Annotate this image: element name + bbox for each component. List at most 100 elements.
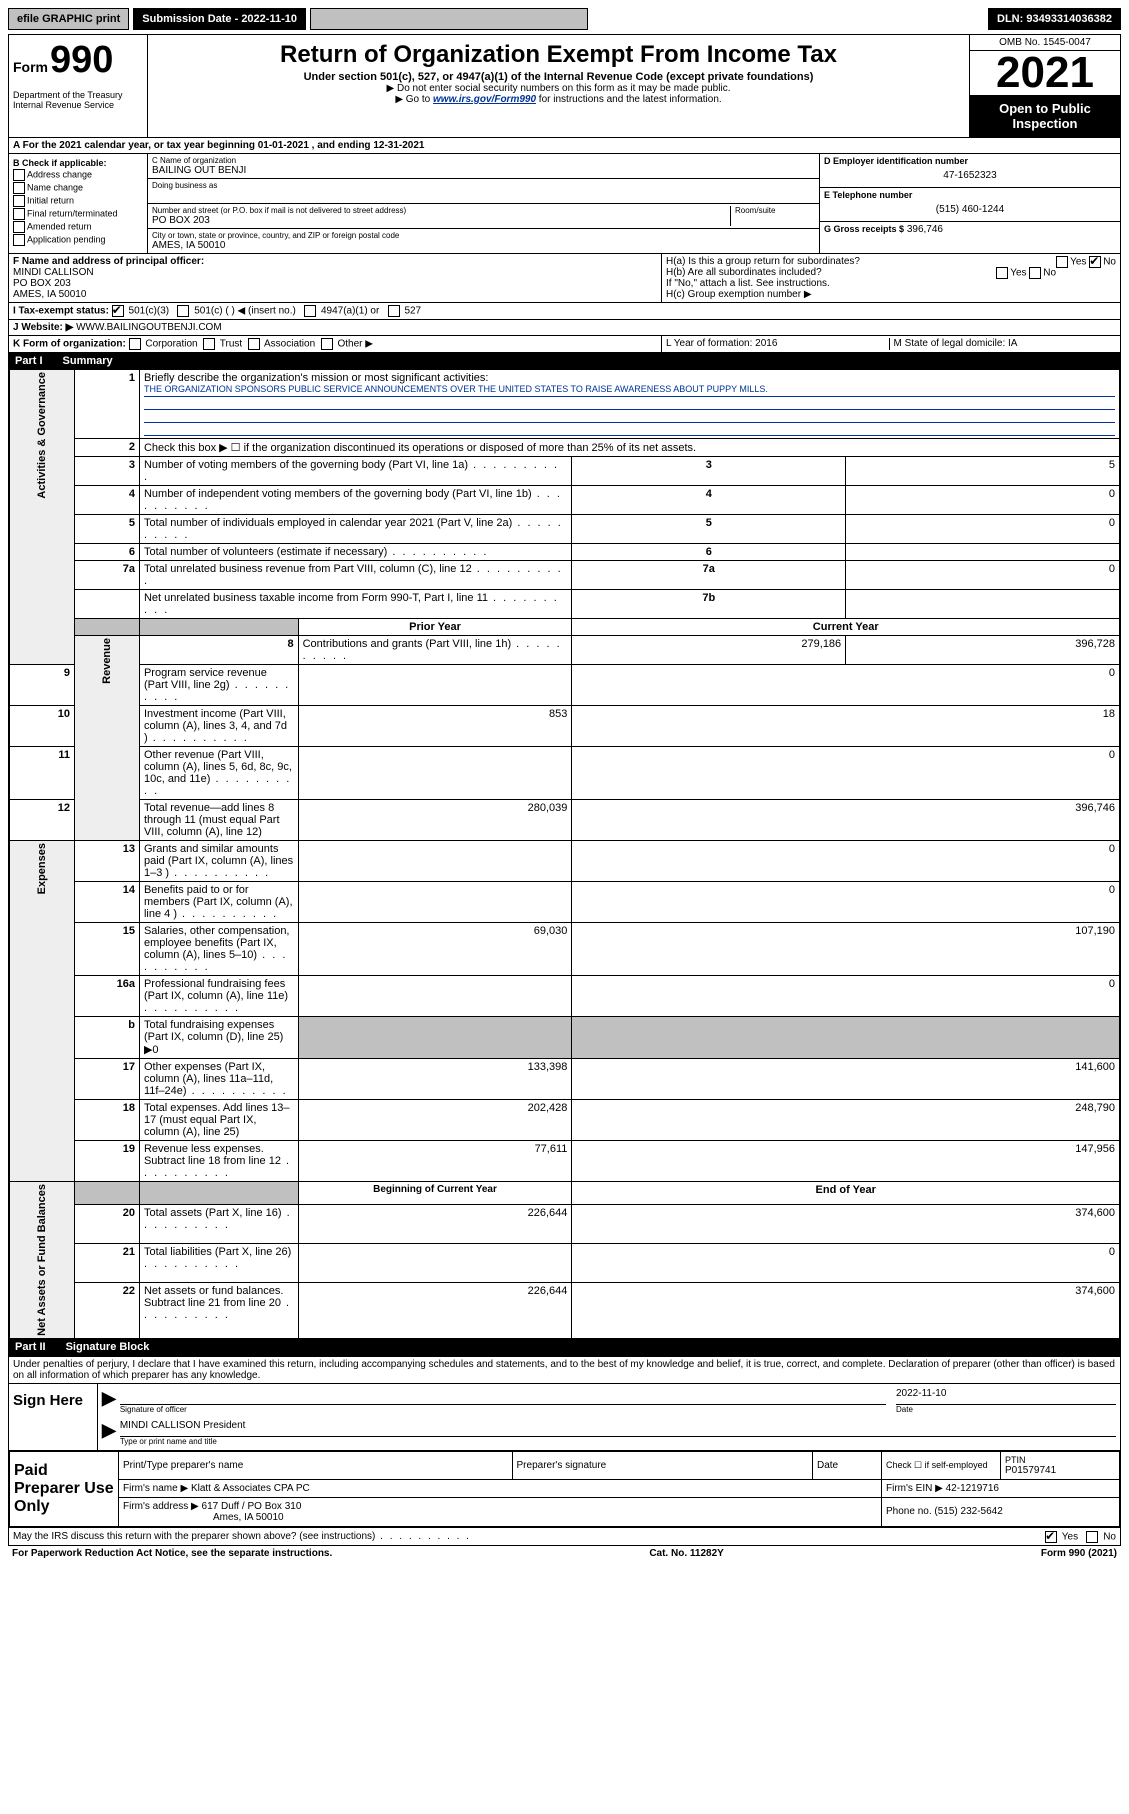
- firm-name: Klatt & Associates CPA PC: [191, 1483, 310, 1494]
- side-netassets: Net Assets or Fund Balances: [36, 1184, 48, 1336]
- part1-num: Part I: [15, 355, 43, 367]
- ein-label: D Employer identification number: [824, 156, 1116, 166]
- self-employed-cell: Check ☐ if self-employed: [882, 1451, 1001, 1479]
- form-header: Form 990 Department of the Treasury Inte…: [9, 35, 1120, 138]
- q2-text: Check this box ▶ ☐ if the organization d…: [139, 439, 1119, 457]
- efile-label[interactable]: efile GRAPHIC print: [8, 8, 129, 30]
- chk-final-return[interactable]: [13, 208, 25, 220]
- table-row: 22Net assets or fund balances. Subtract …: [10, 1283, 1120, 1338]
- submission-date: Submission Date - 2022-11-10: [133, 8, 306, 30]
- org-name: BAILING OUT BENJI: [152, 165, 815, 176]
- website-value: WWW.BAILINGOUTBENJI.COM: [76, 322, 222, 333]
- table-row: 18Total expenses. Add lines 13–17 (must …: [10, 1100, 1120, 1141]
- row-k-l-m: K Form of organization: Corporation Trus…: [9, 336, 1120, 353]
- table-row: 9Program service revenue (Part VIII, lin…: [10, 665, 1120, 706]
- sig-declaration: Under penalties of perjury, I declare th…: [9, 1357, 1120, 1384]
- note-ssn: ▶ Do not enter social security numbers o…: [152, 83, 965, 94]
- chk-trust[interactable]: [203, 338, 215, 350]
- part2-bar: Part II Signature Block: [9, 1339, 1120, 1355]
- form-number: 990: [50, 39, 113, 82]
- form-title: Return of Organization Exempt From Incom…: [152, 41, 965, 69]
- chk-other[interactable]: [321, 338, 333, 350]
- form-id-block: Form 990 Department of the Treasury Inte…: [9, 35, 148, 137]
- paid-preparer-label: Paid Preparer Use Only: [10, 1451, 119, 1526]
- chk-application-pending[interactable]: [13, 234, 25, 246]
- col-c-org: C Name of organization BAILING OUT BENJI…: [148, 154, 819, 253]
- table-row: Prior Year Current Year: [10, 619, 1120, 636]
- state-domicile: M State of legal domicile: IA: [890, 338, 1117, 350]
- chk-address-change[interactable]: [13, 169, 25, 181]
- ha-label: H(a) Is this a group return for subordin…: [666, 256, 860, 267]
- row-a-period: A For the 2021 calendar year, or tax yea…: [9, 138, 1120, 154]
- table-row: 20Total assets (Part X, line 16)226,6443…: [10, 1204, 1120, 1243]
- col-end-year: End of Year: [572, 1182, 1120, 1205]
- form-subtitle: Under section 501(c), 527, or 4947(a)(1)…: [152, 71, 965, 83]
- may-discuss-no-chk[interactable]: [1086, 1531, 1098, 1543]
- hb-no-chk[interactable]: [1029, 267, 1041, 279]
- may-discuss-label: May the IRS discuss this return with the…: [13, 1531, 471, 1542]
- sign-here-label: Sign Here: [9, 1384, 98, 1450]
- table-row: 6Total number of volunteers (estimate if…: [10, 544, 1120, 561]
- side-activities: Activities & Governance: [36, 372, 48, 499]
- paid-preparer-table: Paid Preparer Use Only Print/Type prepar…: [9, 1451, 1120, 1527]
- city-label: City or town, state or province, country…: [152, 231, 815, 240]
- firm-name-label: Firm's name ▶: [123, 1483, 188, 1494]
- table-row: 21Total liabilities (Part X, line 26)0: [10, 1244, 1120, 1283]
- prep-name-header: Print/Type preparer's name: [119, 1451, 513, 1479]
- signature-block: Under penalties of perjury, I declare th…: [9, 1355, 1120, 1545]
- title-block: Return of Organization Exempt From Incom…: [148, 35, 969, 137]
- year-block: OMB No. 1545-0047 2021 Open to Public In…: [969, 35, 1120, 137]
- col-prior-year: Prior Year: [298, 619, 572, 636]
- hb-label: H(b) Are all subordinates included?: [666, 267, 822, 278]
- website-label: J Website: ▶: [13, 322, 73, 333]
- sig-date-label: Date: [896, 1405, 1116, 1414]
- table-row: 5Total number of individuals employed in…: [10, 515, 1120, 544]
- prep-phone: (515) 232-5642: [934, 1506, 1002, 1517]
- chk-501c3[interactable]: [112, 305, 124, 317]
- chk-amended-return[interactable]: [13, 221, 25, 233]
- table-row: 14Benefits paid to or for members (Part …: [10, 882, 1120, 923]
- tax-status-label: I Tax-exempt status:: [13, 306, 109, 317]
- q1-label: Briefly describe the organization's miss…: [144, 372, 1115, 384]
- table-row: 17Other expenses (Part IX, column (A), l…: [10, 1059, 1120, 1100]
- row-j-website: J Website: ▶ WWW.BAILINGOUTBENJI.COM: [9, 320, 1120, 336]
- officer-addr2: AMES, IA 50010: [13, 289, 657, 300]
- org-name-label: C Name of organization: [152, 156, 815, 165]
- may-discuss-yes-chk[interactable]: [1045, 1531, 1057, 1543]
- chk-name-change[interactable]: [13, 182, 25, 194]
- ein-value: 47-1652323: [824, 166, 1116, 185]
- form-footer: For Paperwork Reduction Act Notice, see …: [8, 1546, 1121, 1561]
- chk-4947[interactable]: [304, 305, 316, 317]
- prep-date-header: Date: [813, 1451, 882, 1479]
- table-row: 3Number of voting members of the governi…: [10, 457, 1120, 486]
- gross-value: 396,746: [907, 224, 943, 235]
- form-word: Form: [13, 59, 48, 75]
- chk-initial-return[interactable]: [13, 195, 25, 207]
- phone-label: E Telephone number: [824, 190, 1116, 200]
- gross-label: G Gross receipts $: [824, 224, 904, 234]
- dept-label: Department of the Treasury Internal Reve…: [13, 90, 143, 110]
- hb-yes-chk[interactable]: [996, 267, 1008, 279]
- dba-label: Doing business as: [152, 181, 815, 190]
- note-website: ▶ Go to www.irs.gov/Form990 for instruct…: [152, 94, 965, 105]
- chk-assoc[interactable]: [248, 338, 260, 350]
- row-f-h: F Name and address of principal officer:…: [9, 254, 1120, 303]
- arrow-icon: ▶: [102, 1388, 116, 1414]
- chk-527[interactable]: [388, 305, 400, 317]
- ha-yes-chk[interactable]: [1056, 256, 1068, 268]
- officer-signature-line[interactable]: [120, 1388, 886, 1405]
- part1-bar: Part I Summary: [9, 353, 1120, 369]
- table-row: 16aProfessional fundraising fees (Part I…: [10, 976, 1120, 1017]
- part1-title: Summary: [63, 355, 113, 367]
- mission-text: THE ORGANIZATION SPONSORS PUBLIC SERVICE…: [144, 384, 1115, 397]
- table-row: 10Investment income (Part VIII, column (…: [10, 706, 1120, 747]
- firm-addr-label: Firm's address ▶: [123, 1501, 199, 1512]
- col-d-g: D Employer identification number 47-1652…: [819, 154, 1120, 253]
- officer-sig-label: Signature of officer: [120, 1405, 886, 1414]
- ha-no-chk[interactable]: [1089, 256, 1101, 268]
- mission-blank2: [144, 410, 1115, 423]
- row-i-status: I Tax-exempt status: 501(c)(3) 501(c) ( …: [9, 303, 1120, 320]
- chk-corp[interactable]: [129, 338, 141, 350]
- chk-501c[interactable]: [177, 305, 189, 317]
- irs-link[interactable]: www.irs.gov/Form990: [433, 94, 536, 105]
